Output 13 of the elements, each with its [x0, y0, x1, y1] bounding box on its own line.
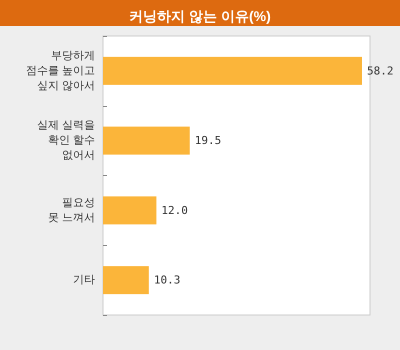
chart-title: 커닝하지 않는 이유(%): [129, 8, 271, 24]
bar: [103, 196, 156, 224]
data-label: 12.0: [161, 204, 188, 217]
bar: [103, 126, 190, 155]
y-tick-label: 필요성 못 느껴서: [48, 196, 95, 224]
data-label: 19.5: [194, 134, 222, 148]
y-tick-label: 부당하게 점수를 높이고 싶지 않아서: [26, 50, 95, 92]
bar: [103, 266, 149, 294]
bar: [103, 56, 362, 85]
y-tick-label: 기타: [73, 274, 95, 286]
y-tick-label: 실제 실력을 확인 할수 없어서: [36, 120, 95, 162]
data-label: 10.3: [154, 274, 180, 287]
data-label: 58.2: [366, 64, 394, 78]
